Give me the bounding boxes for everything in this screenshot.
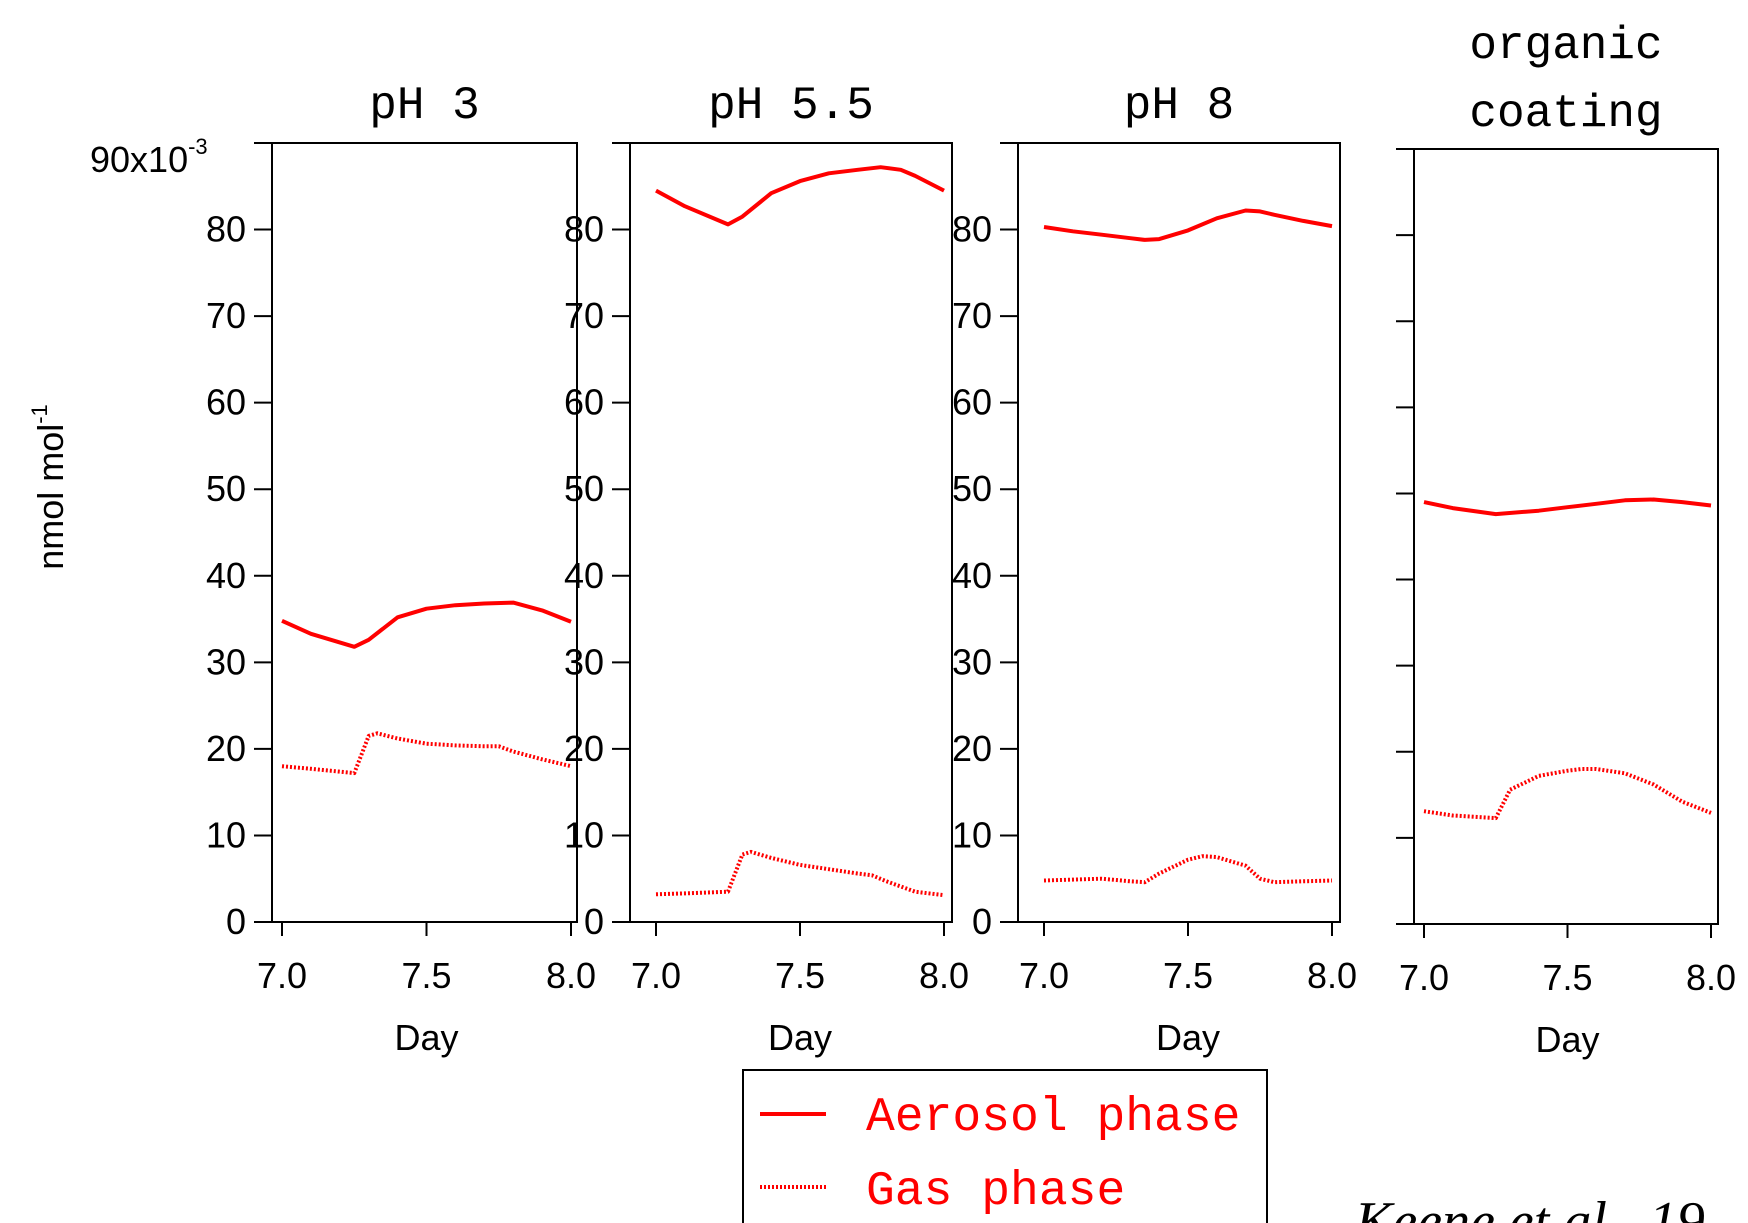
y-tick-label: 80 <box>952 209 992 250</box>
legend-label-gas: Gas phase <box>866 1165 1125 1219</box>
y-tick-label: 30 <box>564 641 604 682</box>
panel-3: 0 10 20 30 40 50 60 70 80 7.0 7.5 8.0 Day pH 8 <box>952 80 1357 1058</box>
panel-title: pH 5.5 <box>708 80 874 132</box>
y-tick-label: 20 <box>952 728 992 769</box>
y-tick-label: 70 <box>206 295 246 336</box>
plot-frame <box>629 142 953 923</box>
citation: Keene et al., 19 <box>1354 1191 1705 1223</box>
panel-title: pH 3 <box>369 80 479 132</box>
x-tick-label: 7.5 <box>1163 955 1213 996</box>
y-tick-label: 10 <box>952 814 992 855</box>
y-tick-label: 60 <box>952 382 992 423</box>
x-tick-label: 7.5 <box>401 955 451 996</box>
y-tick-label: 0 <box>972 901 992 942</box>
y-tick-label: 80 <box>206 209 246 250</box>
gas-phase-line <box>1043 854 1333 885</box>
x-tick-label: 7.0 <box>631 955 681 996</box>
gas-phase-line <box>281 731 572 776</box>
y-tick-label: 30 <box>206 641 246 682</box>
x-tick-label: 7.5 <box>775 955 825 996</box>
y-tick-label: 50 <box>564 468 604 509</box>
panel-1: 0 10 20 30 40 50 60 70 80 7.0 7.5 8.0 Day pH 3 <box>206 80 596 1058</box>
legend: Aerosol phase Gas phase <box>742 1069 1268 1223</box>
y-axis-title: nmol mol-1 <box>27 404 71 570</box>
y-tick-label: 0 <box>226 901 246 942</box>
x-axis-title: Day <box>768 1017 832 1058</box>
panel-4: 7.0 7.5 8.0 Day organic coating <box>1396 20 1736 1060</box>
y-tick-label: 40 <box>952 555 992 596</box>
y-tick-label: 40 <box>206 555 246 596</box>
x-axis-title: Day <box>1535 1019 1599 1060</box>
plot-frame <box>1017 142 1341 923</box>
gas-phase-line <box>655 849 945 898</box>
y-tick-label: 0 <box>584 901 604 942</box>
x-axis-title: Day <box>394 1017 458 1058</box>
panel-title: pH 8 <box>1124 80 1234 132</box>
svg-text:nmol mol-1: nmol mol-1 <box>27 404 71 570</box>
y-tick-label: 80 <box>564 209 604 250</box>
y-tick-label: 50 <box>206 468 246 509</box>
x-tick-label: 7.0 <box>1019 955 1069 996</box>
aerosol-phase-line <box>281 600 572 649</box>
gas-phase-line <box>1423 767 1712 821</box>
y-tick-label: 40 <box>564 555 604 596</box>
aerosol-phase-line <box>1423 497 1712 517</box>
plot-frame <box>271 142 578 923</box>
x-tick-label: 8.0 <box>546 955 596 996</box>
y-tick-label: 20 <box>564 728 604 769</box>
y-axis-top-label: 90x10-3 <box>90 134 208 180</box>
y-tick-label: 50 <box>952 468 992 509</box>
y-tick-label: 60 <box>206 382 246 423</box>
plot-frame <box>1413 148 1719 925</box>
legend-label-aerosol: Aerosol phase <box>866 1091 1240 1145</box>
x-tick-label: 7.5 <box>1542 957 1592 998</box>
y-tick-label: 10 <box>564 814 604 855</box>
y-tick-label: 70 <box>564 295 604 336</box>
x-axis-title: Day <box>1156 1017 1220 1058</box>
legend-box <box>742 1069 1268 1223</box>
aerosol-phase-line <box>1043 208 1333 242</box>
x-tick-label: 7.0 <box>257 955 307 996</box>
y-tick-label: 60 <box>564 382 604 423</box>
y-tick-label: 30 <box>952 641 992 682</box>
aerosol-phase-line <box>655 165 945 227</box>
panel-title: organic coating <box>1469 20 1662 140</box>
x-tick-label: 7.0 <box>1399 957 1449 998</box>
panel-2: 0 10 20 30 40 50 60 70 80 7.0 7.5 8.0 Day pH 5.5 <box>564 80 969 1058</box>
y-tick-label: 20 <box>206 728 246 769</box>
x-tick-label: 8.0 <box>919 955 969 996</box>
y-tick-label: 70 <box>952 295 992 336</box>
x-tick-label: 8.0 <box>1307 955 1357 996</box>
x-tick-label: 8.0 <box>1686 957 1736 998</box>
y-tick-label: 10 <box>206 814 246 855</box>
